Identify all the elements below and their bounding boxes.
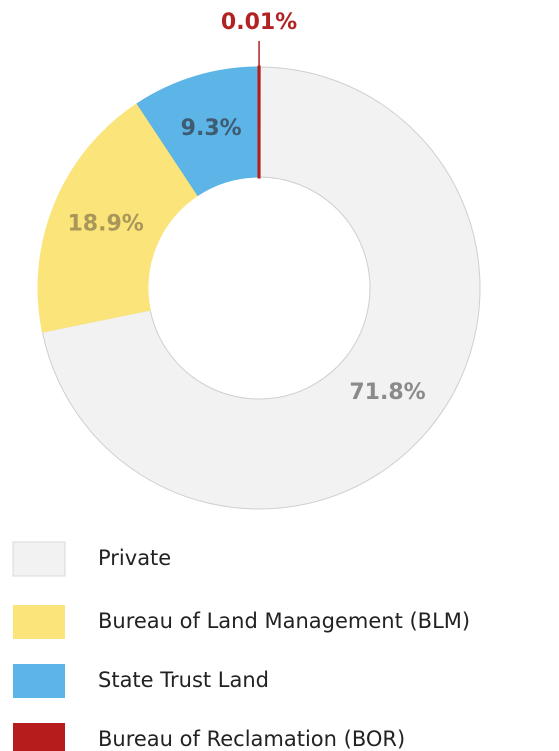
donut-slice [41,66,481,510]
legend-label: Bureau of Land Management (BLM) [98,609,470,633]
donut-slice [37,102,199,333]
legend-label: Private [98,546,171,570]
data-label: 71.8% [349,380,425,405]
legend-swatch [12,541,66,577]
data-label: 18.9% [67,211,143,236]
legend-swatch [13,723,65,751]
legend-swatch [13,605,65,639]
legend-label: Bureau of Reclamation (BOR) [98,727,405,751]
legend-swatch [13,664,65,698]
data-label: 9.3% [181,116,242,141]
legend-label: State Trust Land [98,668,269,692]
data-label: 0.01% [221,10,297,35]
